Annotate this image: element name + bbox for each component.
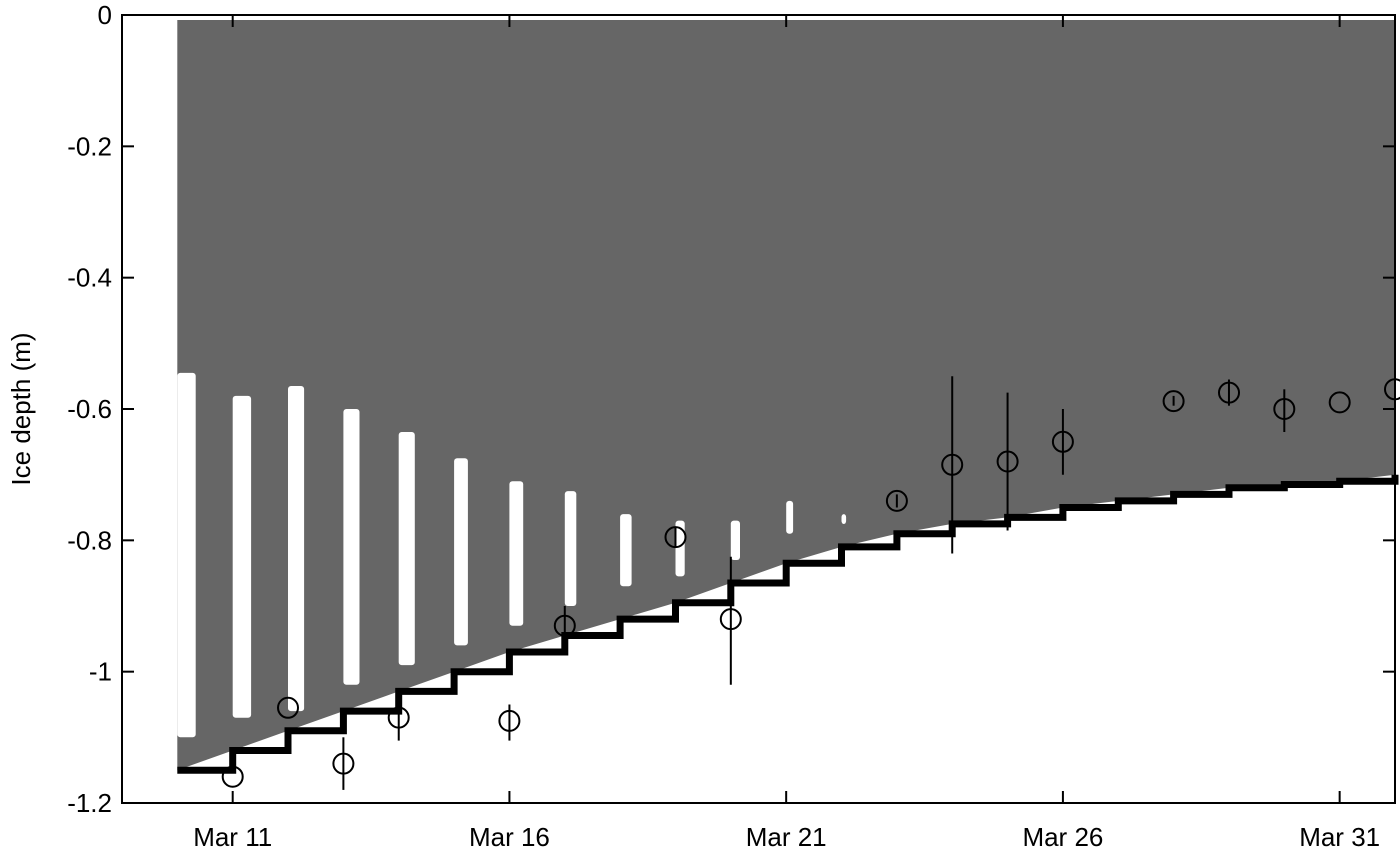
y-tick-label: -1: [89, 657, 112, 687]
y-tick-label: 0: [98, 0, 112, 30]
axes: 0 -0.2 -0.4 -0.6 -0.8 -1 -1.2 Mar 11 Mar 16 Mar 2…: [67, 0, 1395, 852]
plot-area: [177, 20, 1400, 790]
observation-point: [1162, 390, 1185, 413]
unfrozen-pocket: [398, 432, 415, 666]
unfrozen-pocket: [564, 491, 577, 606]
observation-point: [387, 706, 410, 729]
unfrozen-pocket: [730, 520, 740, 560]
unfrozen-pocket: [509, 481, 524, 626]
unfrozen-pocket: [675, 520, 685, 577]
unfrozen-pocket: [454, 458, 468, 646]
observation-point: [553, 614, 576, 637]
observation-point: [1328, 391, 1351, 414]
unfrozen-pocket: [786, 500, 794, 534]
unfrozen-pocket: [288, 386, 305, 712]
observation-point: [996, 450, 1019, 473]
x-tick-label: Mar 11: [193, 822, 272, 852]
x-tick-label: Mar 26: [1022, 822, 1103, 852]
x-tick-label: Mar 21: [746, 822, 827, 852]
unfrozen-pocket: [232, 395, 252, 718]
y-tick-label: -0.2: [67, 131, 112, 161]
y-tick-label: -0.8: [67, 525, 112, 555]
observation-point: [719, 608, 742, 631]
x-tick-label: Mar 16: [469, 822, 550, 852]
y-tick-label: -0.4: [67, 263, 112, 293]
observation-point: [941, 453, 964, 476]
unfrozen-pocket: [841, 514, 847, 524]
observation-point: [221, 765, 244, 788]
observation-point: [885, 489, 908, 512]
observation-point: [332, 752, 355, 775]
observation-point: [498, 709, 521, 732]
ice-region: [177, 20, 1395, 771]
observation-point: [664, 526, 687, 549]
observation-point: [277, 696, 299, 719]
unfrozen-pocket: [177, 372, 196, 738]
y-axis-title: Ice depth (m): [6, 332, 36, 485]
observation-point: [1273, 398, 1296, 420]
observation-point: [1218, 381, 1240, 404]
observation-point: [1051, 430, 1074, 453]
unfrozen-pocket: [620, 514, 632, 587]
unfrozen-pocket: [343, 409, 360, 685]
x-tick-label: Mar 31: [1299, 822, 1380, 852]
y-tick-label: -0.6: [67, 394, 112, 424]
y-tick-label: -1.2: [67, 788, 112, 818]
